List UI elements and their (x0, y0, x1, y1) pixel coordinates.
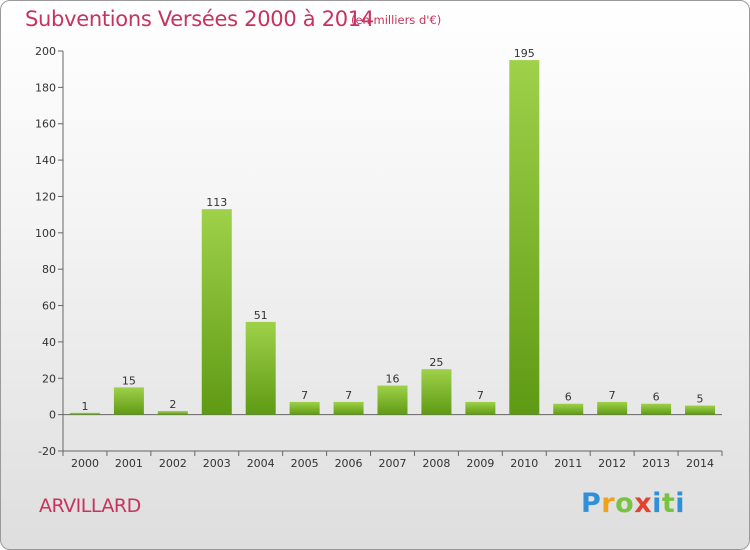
y-tick-label: 20 (42, 372, 56, 385)
bar-value-label: 25 (429, 356, 443, 369)
bar-value-label: 7 (301, 389, 308, 402)
bar-2013 (641, 403, 672, 415)
commune-name: ARVILLARD (39, 495, 141, 517)
bar-value-label: 6 (565, 391, 572, 404)
bar-2009 (465, 401, 496, 415)
bar-value-label: 16 (386, 373, 400, 386)
x-tick-label: 2012 (598, 457, 626, 470)
bar-2001 (113, 387, 144, 415)
bar-value-label: 7 (345, 389, 352, 402)
y-tick-label: 80 (42, 263, 56, 276)
bar-2007 (377, 385, 408, 415)
x-tick-label: 2007 (379, 457, 407, 470)
bar-2014 (685, 405, 716, 415)
bar-2011 (553, 403, 584, 415)
x-tick-label: 2004 (247, 457, 275, 470)
chart-title: Subventions Versées 2000 à 2014 (25, 7, 374, 31)
bar-value-label: 2 (169, 398, 176, 411)
x-tick-label: 2011 (554, 457, 582, 470)
x-tick-label: 2008 (422, 457, 450, 470)
bar-2004 (245, 321, 276, 415)
y-tick-label: 60 (42, 300, 56, 313)
logo-letter: P (581, 488, 602, 519)
x-tick-label: 2001 (115, 457, 143, 470)
y-tick-label: -20 (38, 445, 56, 458)
x-tick-label: 2013 (642, 457, 670, 470)
y-tick-label: 0 (49, 409, 56, 422)
bar-value-label: 7 (477, 389, 484, 402)
bar-2003 (201, 209, 232, 415)
x-tick-label: 2003 (203, 457, 231, 470)
bar-value-label: 7 (609, 389, 616, 402)
bar-2006 (333, 401, 364, 415)
x-tick-label: 2002 (159, 457, 187, 470)
logo-letter: i (675, 488, 686, 519)
bar-2002 (157, 411, 188, 415)
bar-2000 (69, 412, 100, 415)
proxiti-logo: Proxiti (581, 488, 685, 519)
bar-2012 (597, 401, 628, 415)
bars (69, 60, 716, 415)
bar-2008 (421, 369, 452, 415)
y-tick-label: 120 (35, 190, 56, 203)
logo-letter: r (601, 488, 616, 519)
y-tick-label: 200 (35, 45, 56, 58)
y-tick-label: 140 (35, 154, 56, 167)
y-axis: -20 0 20 40 60 80 100 120 140 160 180 200 (35, 45, 64, 458)
y-tick-label: 40 (42, 336, 56, 349)
x-tick-label: 2005 (291, 457, 319, 470)
x-tick-label: 2010 (510, 457, 538, 470)
bar-value-label: 1 (81, 400, 88, 413)
bar-labels: 1 15 2 113 51 7 7 16 25 7 195 6 7 6 5 (81, 47, 703, 413)
x-tick-label: 2006 (335, 457, 363, 470)
logo-letter: t (661, 488, 676, 519)
logo-letter: o (615, 488, 635, 519)
bar-value-label: 6 (653, 391, 660, 404)
x-tick-label: 2014 (686, 457, 714, 470)
bar-value-label: 51 (254, 309, 268, 322)
y-tick-label: 160 (35, 118, 56, 131)
logo-letter: i (652, 488, 662, 519)
logo-letter: x (634, 488, 653, 519)
y-tick-label: 180 (35, 81, 56, 94)
x-tick-label: 2009 (466, 457, 494, 470)
bar-value-label: 113 (206, 196, 227, 209)
y-tick-label: 100 (35, 227, 56, 240)
bar-value-label: 15 (122, 374, 136, 387)
bar-value-label: 5 (697, 393, 704, 406)
chart-subtitle: (en milliers d'€) (351, 13, 442, 27)
bar-2005 (289, 401, 320, 415)
x-axis: 2000 2001 2002 2003 2004 2005 2006 2007 2008 2009… (62, 414, 723, 470)
bar-2010 (509, 60, 540, 415)
bar-value-label: 195 (514, 47, 535, 60)
x-tick-label: 2000 (71, 457, 99, 470)
